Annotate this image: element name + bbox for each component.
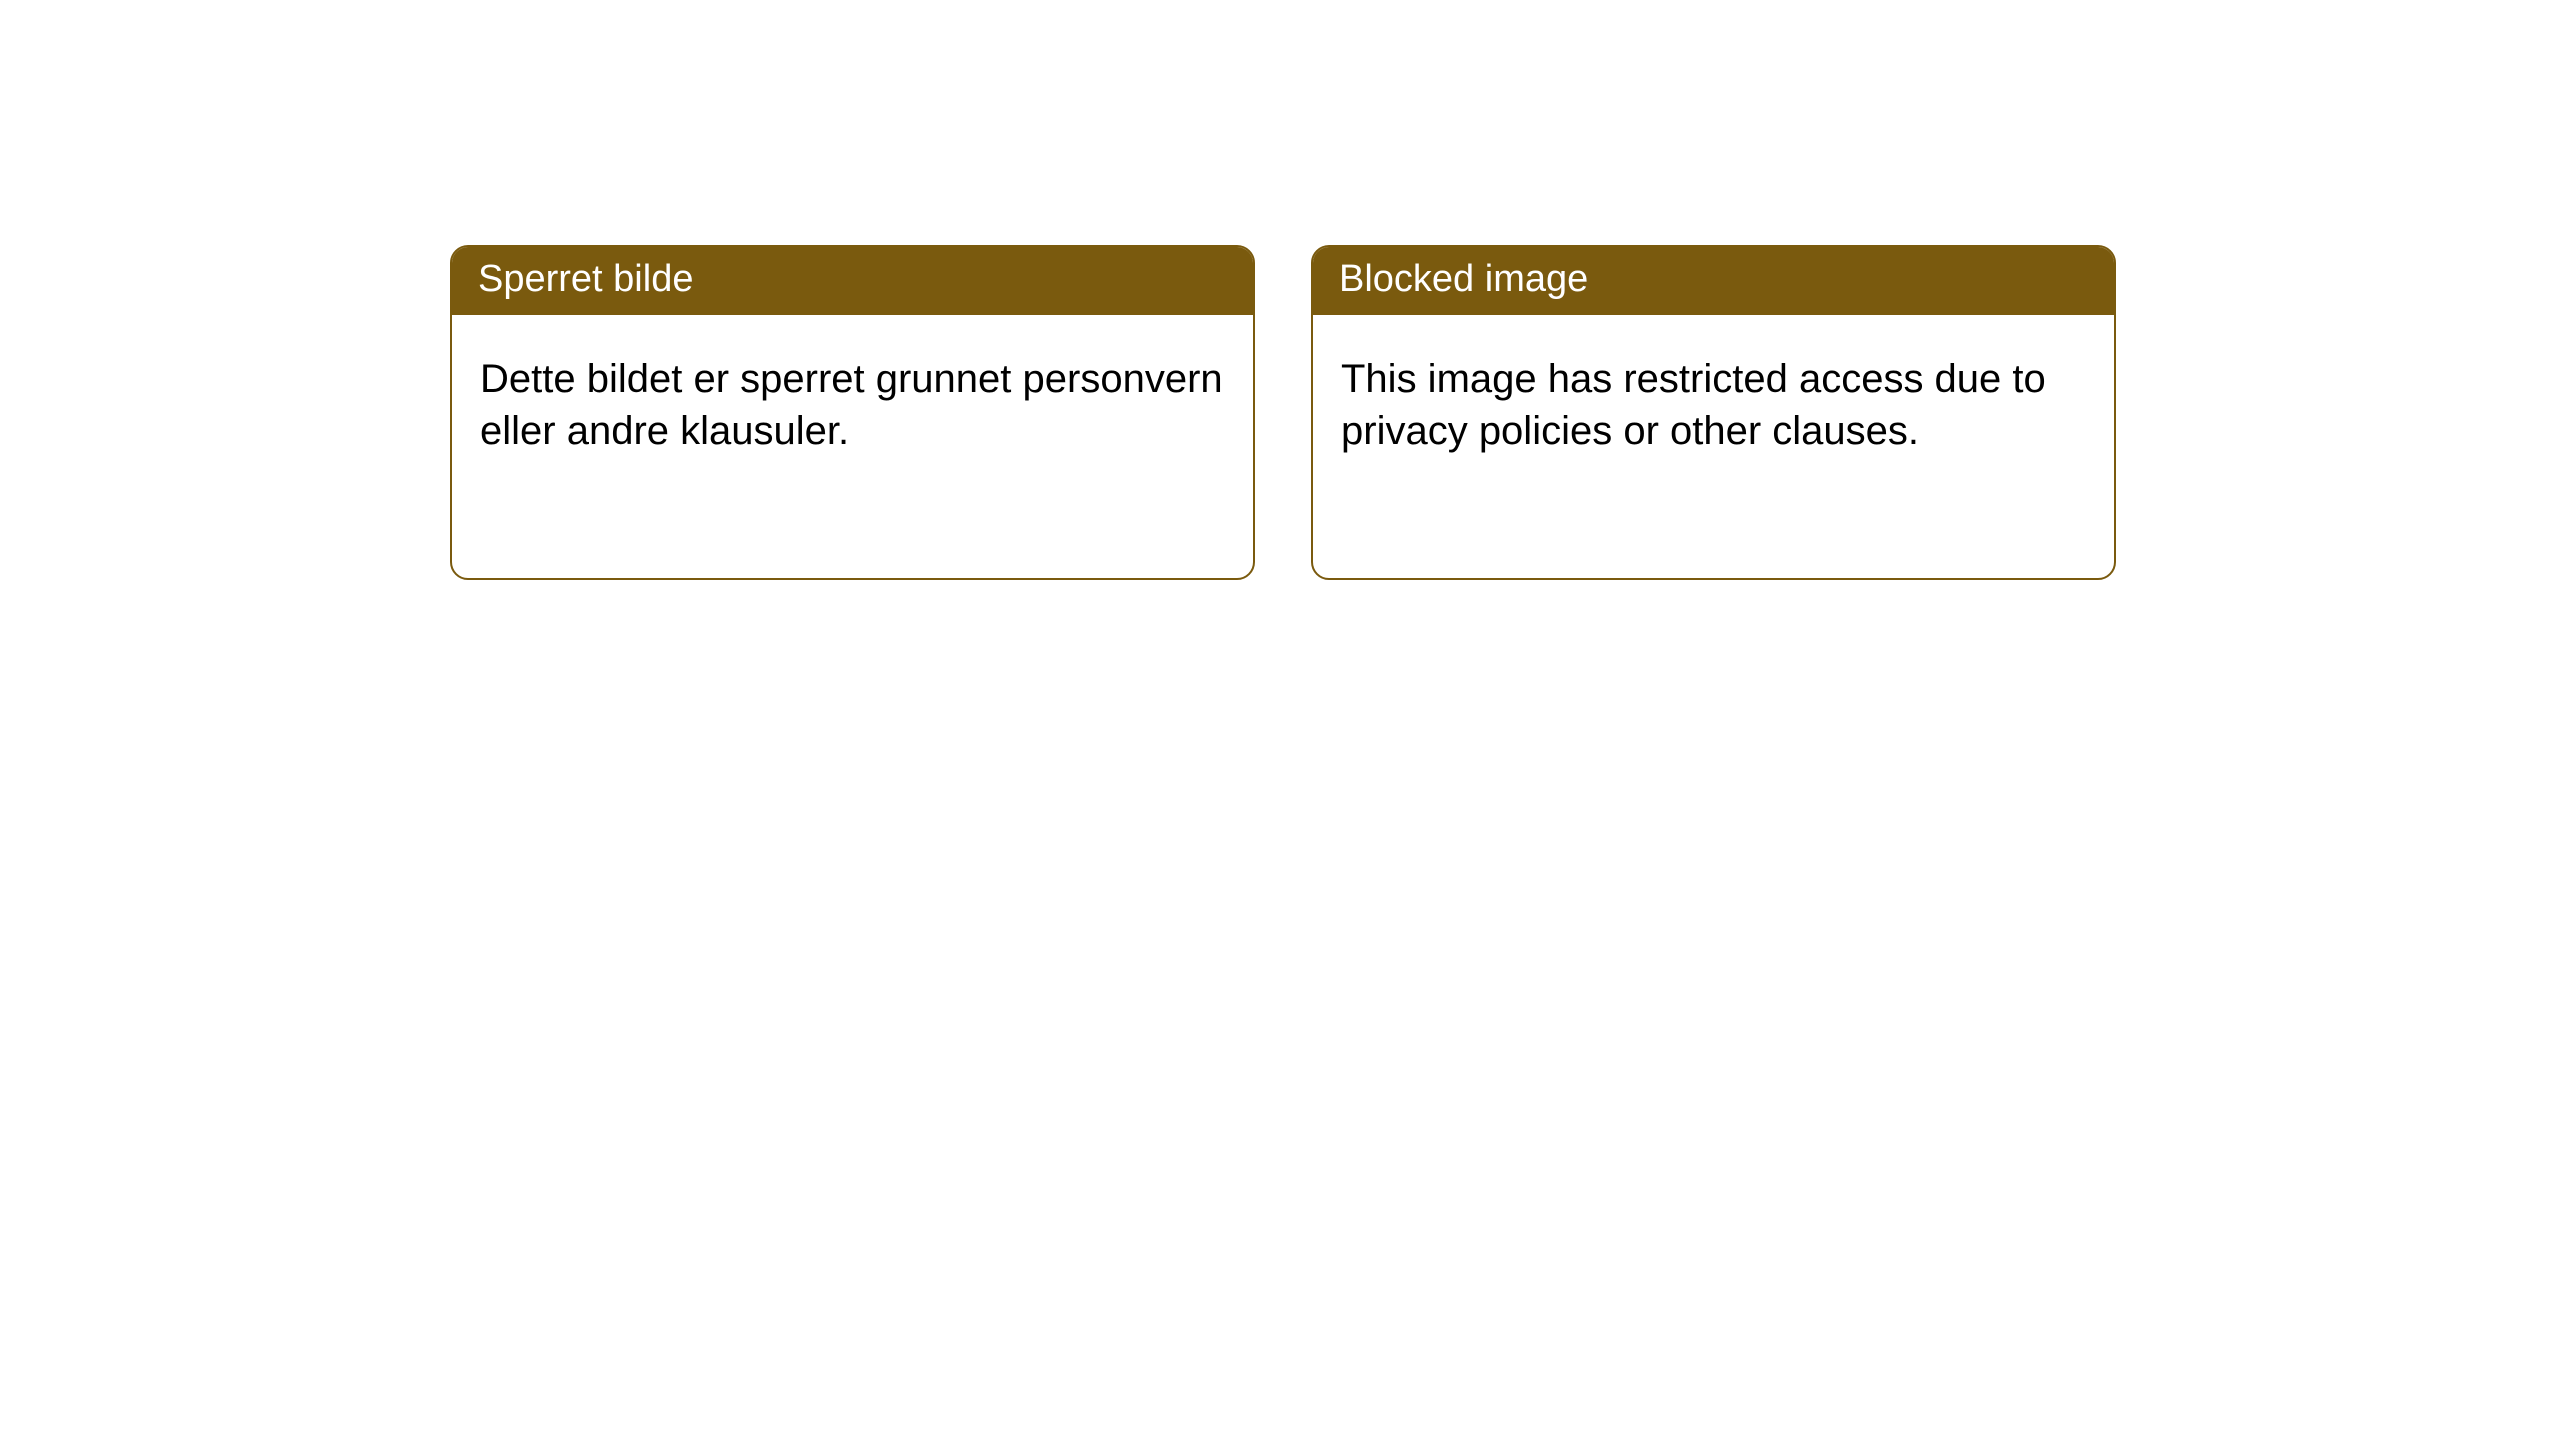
notice-body: This image has restricted access due to … (1313, 315, 2114, 495)
notice-body-text: Dette bildet er sperret grunnet personve… (480, 357, 1223, 453)
notice-title: Blocked image (1339, 258, 1588, 300)
notice-header: Blocked image (1313, 247, 2114, 315)
notice-header: Sperret bilde (452, 247, 1253, 315)
notice-card-english: Blocked image This image has restricted … (1311, 245, 2116, 580)
notice-body: Dette bildet er sperret grunnet personve… (452, 315, 1253, 495)
notice-body-text: This image has restricted access due to … (1341, 357, 2046, 453)
notice-container: Sperret bilde Dette bildet er sperret gr… (0, 0, 2560, 580)
notice-card-norwegian: Sperret bilde Dette bildet er sperret gr… (450, 245, 1255, 580)
notice-title: Sperret bilde (478, 258, 693, 300)
